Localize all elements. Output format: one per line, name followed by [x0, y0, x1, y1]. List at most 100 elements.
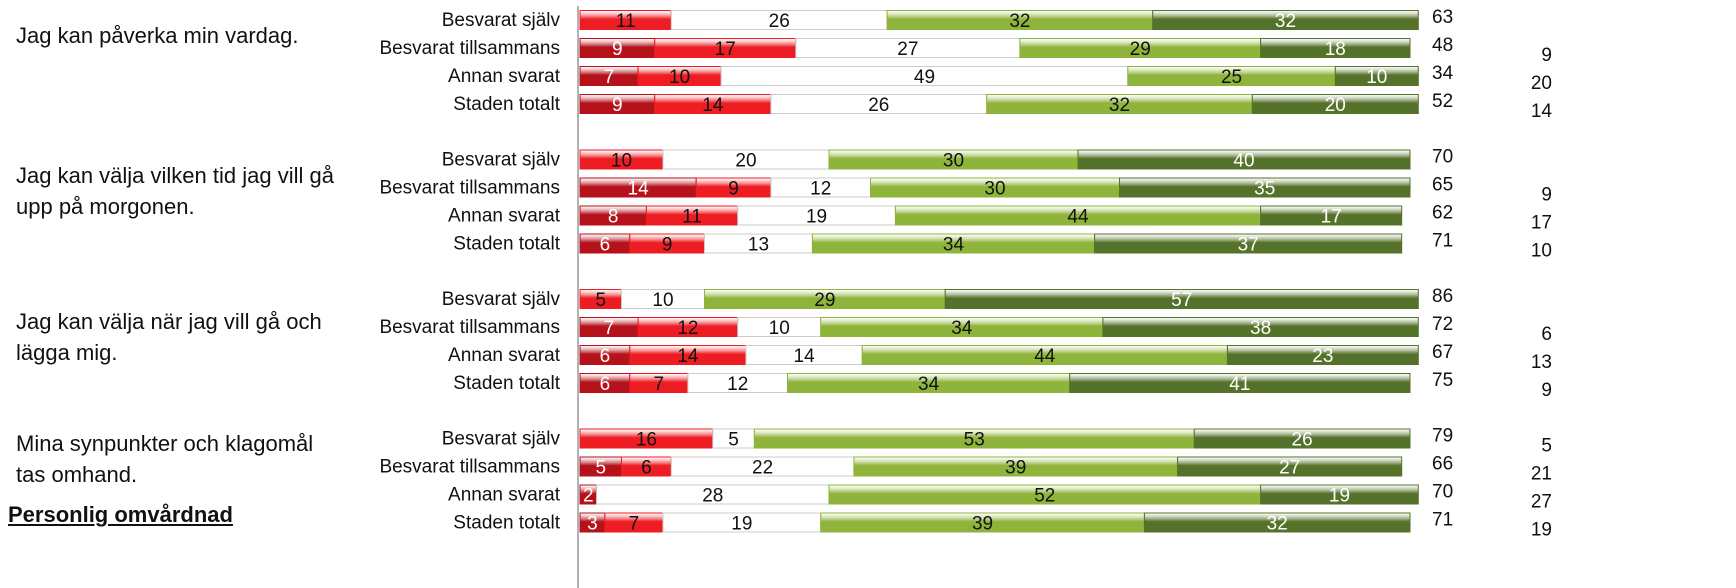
row-label: Staden totalt [453, 234, 560, 255]
extra-label: 20 [1531, 73, 1552, 94]
segment-label: 17 [715, 39, 736, 60]
total-label: 67 [1432, 342, 1453, 363]
segment-label: 40 [1233, 151, 1254, 172]
segment-label: 9 [728, 179, 739, 200]
bar-segment [1143, 512, 1411, 533]
extra-label: 19 [1531, 520, 1552, 541]
question: Jag kan välja vilken tid jag vill gå upp… [16, 163, 334, 219]
segment-label: 6 [600, 374, 611, 395]
row-label: Staden totalt [453, 373, 560, 394]
segment-label: 25 [1221, 67, 1242, 88]
segment-label: 35 [1254, 179, 1275, 200]
segment-label: 14 [702, 95, 724, 116]
segment-label: 26 [769, 11, 790, 32]
segment-label: 8 [608, 207, 619, 228]
segment-label: 41 [1229, 374, 1250, 395]
row-label: Annan svarat [448, 345, 561, 366]
segment-label: 22 [752, 458, 773, 479]
segment-label: 12 [727, 374, 748, 395]
segment-label: 14 [794, 346, 816, 367]
total-label: 70 [1432, 147, 1453, 168]
segment-label: 9 [612, 95, 623, 116]
section-heading: Personlig omvårdnad [8, 502, 233, 527]
question: Jag kan välja när jag vill gå och lägga … [16, 309, 322, 365]
total-label: 48 [1432, 35, 1453, 56]
extra-label: 9 [1541, 185, 1552, 206]
segment-label: 18 [1325, 39, 1346, 60]
total-label: 34 [1432, 63, 1454, 84]
segment-label: 11 [682, 207, 702, 228]
segment-label: 14 [677, 346, 699, 367]
segment-label: 7 [604, 318, 615, 339]
row-label: Besvarat tillsammans [379, 38, 560, 59]
bar-segment [1193, 428, 1411, 449]
segment-label: 52 [1034, 486, 1055, 507]
segment-label: 7 [654, 374, 665, 395]
segment-label: 6 [600, 235, 611, 256]
segment-label: 20 [1325, 95, 1346, 116]
question: Mina synpunkter och klagomål tas omhand. [16, 431, 314, 487]
bar-segment [1251, 94, 1419, 114]
segment-label: 16 [636, 430, 657, 451]
extra-label: 10 [1531, 241, 1552, 262]
row-label: Besvarat själv [442, 10, 561, 31]
extra-label: 6 [1541, 324, 1552, 345]
extra-label: 9 [1541, 45, 1552, 66]
bar-segment [1119, 177, 1411, 198]
row-label: Besvarat själv [442, 150, 561, 171]
segment-label: 2 [583, 486, 594, 507]
total-label: 65 [1432, 175, 1453, 196]
segment-label: 6 [641, 458, 652, 479]
extra-label: 17 [1531, 213, 1552, 234]
segment-label: 23 [1312, 346, 1333, 367]
bar-segment [1260, 38, 1411, 58]
row-label: Annan svarat [448, 206, 561, 227]
bar-segment [1077, 149, 1411, 170]
segment-label: 26 [1292, 430, 1313, 451]
segment-label: 5 [595, 458, 606, 479]
segment-label: 19 [731, 514, 752, 535]
bar-segment [1102, 317, 1419, 337]
segment-label: 19 [806, 207, 827, 228]
row-label: Staden totalt [453, 513, 560, 534]
segment-label: 39 [972, 514, 993, 535]
bar-segment [1094, 233, 1403, 254]
bar-segment [1226, 345, 1419, 365]
segment-label: 11 [616, 11, 636, 32]
segment-label: 38 [1250, 318, 1271, 339]
total-label: 62 [1432, 203, 1453, 224]
segment-label: 6 [600, 346, 611, 367]
segment-label: 9 [612, 39, 623, 60]
segment-label: 10 [1366, 67, 1387, 88]
segment-label: 13 [748, 235, 769, 256]
row-label: Besvarat själv [442, 289, 561, 310]
bar-segment [1260, 205, 1403, 226]
extra-label: 5 [1541, 436, 1552, 457]
segment-label: 27 [897, 39, 918, 60]
segment-label: 26 [868, 95, 889, 116]
segment-label: 28 [702, 486, 723, 507]
segment-label: 29 [1130, 39, 1151, 60]
row-label: Besvarat tillsammans [379, 457, 560, 478]
segment-label: 10 [652, 290, 673, 311]
total-label: 71 [1432, 231, 1453, 252]
segment-label: 49 [914, 67, 935, 88]
segment-label: 5 [728, 430, 739, 451]
segment-label: 7 [629, 514, 640, 535]
segment-label: 12 [677, 318, 698, 339]
segment-label: 5 [595, 290, 606, 311]
segment-label: 17 [1321, 207, 1342, 228]
segment-label: 34 [918, 374, 940, 395]
segment-label: 10 [611, 151, 632, 172]
segment-label: 20 [735, 151, 756, 172]
extra-label: 14 [1531, 101, 1553, 122]
segment-label: 19 [1329, 486, 1350, 507]
total-label: 86 [1432, 286, 1453, 307]
segment-label: 32 [1275, 11, 1296, 32]
total-label: 70 [1432, 482, 1453, 503]
segment-label: 32 [1009, 11, 1030, 32]
bar-segment [1334, 66, 1419, 86]
segment-label: 30 [984, 179, 1005, 200]
